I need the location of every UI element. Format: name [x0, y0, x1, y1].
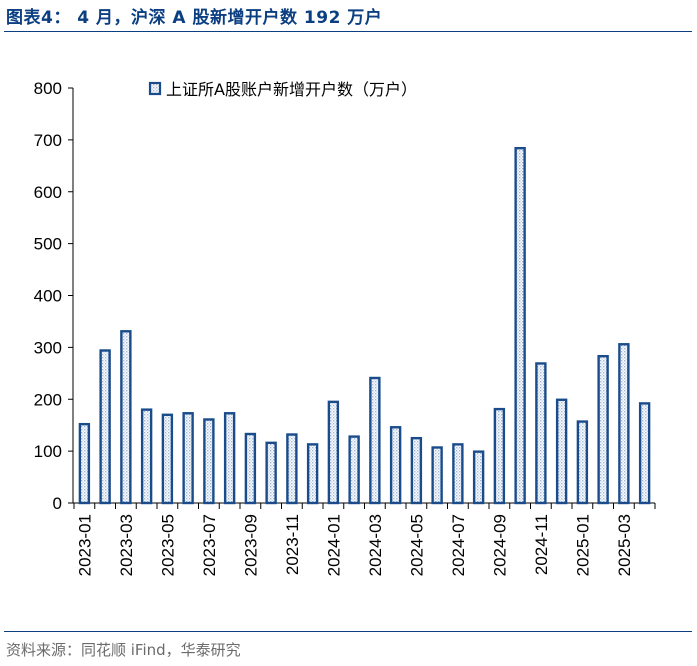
y-tick-label: 500	[34, 235, 62, 254]
x-tick-label: 2023-01	[75, 514, 94, 576]
y-tick-label: 300	[34, 338, 62, 357]
bar	[389, 426, 402, 505]
bar-series	[78, 146, 651, 505]
y-tick-label: 200	[34, 390, 62, 409]
y-tick-label: 800	[34, 79, 62, 98]
bar	[493, 407, 506, 505]
y-tick-label: 100	[34, 442, 62, 461]
x-tick-label: 2024-03	[366, 514, 385, 576]
bar	[327, 400, 340, 505]
bar	[555, 398, 568, 505]
x-tick-label: 2025-03	[615, 514, 634, 576]
legend-swatch	[148, 81, 162, 96]
bar	[161, 413, 174, 505]
x-tick-label: 2023-11	[283, 514, 302, 575]
bar	[286, 433, 298, 505]
x-tick-label: 2024-11	[532, 514, 551, 575]
bar	[120, 330, 132, 505]
bar	[472, 450, 485, 505]
x-tick-label: 2023-09	[241, 514, 260, 576]
y-tick-label: 0	[53, 494, 62, 513]
bar	[514, 146, 526, 505]
x-tick-label: 2024-05	[407, 514, 426, 576]
y-tick-label: 400	[34, 287, 62, 306]
header-rule	[4, 31, 692, 32]
bar	[306, 443, 319, 505]
bar	[638, 402, 651, 505]
source-note: 资料来源：同花顺 iFind，华泰研究	[6, 641, 241, 659]
x-tick-label: 2025-01	[573, 514, 592, 576]
bar	[182, 412, 194, 505]
legend-label: 上证所A股账户新增开户数（万户）	[166, 80, 417, 99]
x-tick-label: 2023-03	[117, 514, 136, 576]
bar-chart: 0 100 200 300 400 500 600 700 800 2023-01 2023-03…	[34, 79, 656, 576]
x-tick-label: 2024-09	[490, 514, 509, 576]
legend: 上证所A股账户新增开户数（万户）	[148, 80, 417, 99]
y-tick-label: 700	[34, 131, 62, 150]
bar	[369, 376, 381, 505]
bar	[535, 362, 547, 505]
y-axis: 0 100 200 300 400 500 600 700 800	[34, 79, 74, 513]
bar	[223, 412, 236, 505]
bar	[431, 446, 443, 505]
bar	[348, 435, 360, 505]
bar	[78, 422, 91, 505]
x-tick-label: 2024-07	[449, 514, 468, 576]
bar	[99, 349, 111, 505]
x-tick-label: 2024-01	[324, 514, 343, 576]
figure-title: 图表4： 4 月，沪深 A 股新增开户数 192 万户	[6, 8, 383, 28]
y-tick-label: 600	[34, 183, 62, 202]
bar	[452, 443, 464, 505]
bar	[203, 418, 215, 505]
bar	[265, 441, 277, 505]
bar	[140, 408, 153, 505]
x-axis: 2023-01 2023-03 2023-05 2023-07 2023-09 2023-…	[73, 502, 656, 576]
footer-rule	[4, 631, 692, 632]
x-tick-label: 2023-07	[200, 514, 219, 576]
bar	[597, 354, 609, 505]
x-tick-label: 2023-05	[158, 514, 177, 576]
bar	[618, 343, 630, 505]
bar	[244, 432, 257, 505]
bar	[410, 436, 423, 505]
bar	[576, 420, 589, 505]
